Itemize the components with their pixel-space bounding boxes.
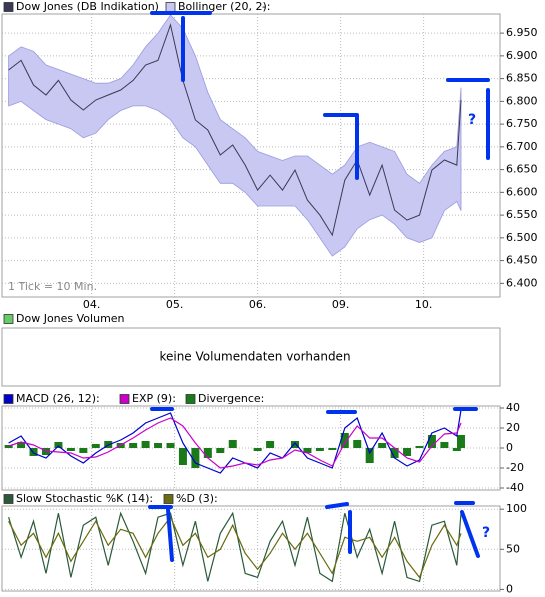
- legend-label: Dow Jones Volumen: [16, 312, 125, 325]
- y-tick-label: 0: [506, 441, 513, 454]
- question-mark: ?: [482, 525, 490, 541]
- y-tick-label: 6.750: [506, 117, 538, 130]
- divergence-bar: [4, 445, 13, 448]
- y-tick-label: 50: [506, 542, 520, 555]
- divergence-bar: [365, 448, 374, 463]
- plot-frame: [1, 505, 501, 592]
- indicator-line: [8, 409, 462, 474]
- y-tick-label: 0: [506, 582, 513, 595]
- y-tick-label: 40: [506, 401, 520, 414]
- indicator-line: [8, 417, 462, 469]
- legend-swatch: [185, 394, 196, 404]
- divergence-bar: [79, 448, 88, 453]
- divergence-bar: [178, 448, 187, 465]
- legend-swatch: [3, 494, 14, 504]
- legend-value: -: [262, 0, 266, 13]
- indicator-line: [8, 516, 462, 579]
- divergence-bar: [290, 441, 299, 448]
- divergence-bar: [29, 448, 38, 456]
- legend-label: %D (3):: [176, 492, 218, 505]
- message: keine Volumendaten vorhanden: [159, 350, 350, 364]
- divergence-bar: [390, 448, 399, 458]
- tick-note: 1 Tick = 10 Min.: [8, 280, 97, 293]
- divergence-bar: [303, 448, 312, 453]
- divergence-bar: [403, 448, 412, 456]
- divergence-bar: [266, 441, 275, 448]
- divergence-bar: [456, 435, 465, 448]
- divergence-bar: [54, 442, 63, 448]
- y-tick-label: 6.650: [506, 163, 538, 176]
- legend-swatch: [3, 314, 14, 324]
- legend-swatch: [163, 494, 174, 504]
- divergence-bar: [378, 443, 387, 448]
- legend-swatch: [3, 2, 14, 12]
- y-tick-label: 6.950: [506, 26, 538, 39]
- divergence-bar: [228, 440, 237, 448]
- y-tick-label: 6.550: [506, 208, 538, 221]
- y-tick-label: 6.600: [506, 185, 538, 198]
- hand-drawn-mark: [150, 407, 478, 414]
- y-tick-label: 100: [506, 502, 527, 515]
- divergence-bar: [66, 448, 75, 451]
- legend-swatch: [119, 394, 130, 404]
- legend-label: Bollinger (20, 2):: [178, 0, 270, 13]
- y-tick-label: 6.800: [506, 94, 538, 107]
- annotation-strokes: [148, 11, 490, 562]
- divergence-bar: [191, 448, 200, 468]
- y-tick-label: 20: [506, 421, 520, 434]
- divergence-bar: [216, 448, 225, 453]
- y-tick-label: 6.500: [506, 231, 538, 244]
- divergence-bar: [203, 448, 212, 458]
- indicator-line: [8, 511, 462, 583]
- divergence-bar: [427, 435, 436, 448]
- divergence-bar: [154, 443, 163, 448]
- legend-label: Slow Stochastic %K (14):: [16, 492, 153, 505]
- bollinger-band: [8, 14, 462, 257]
- y-tick-label: 6.850: [506, 72, 538, 85]
- y-tick-label: -40: [506, 481, 524, 494]
- divergence-bar: [440, 442, 449, 448]
- divergence-bar: [452, 448, 461, 451]
- hand-drawn-mark: [150, 11, 490, 180]
- question-mark: ?: [468, 112, 476, 128]
- plot-frame: [1, 327, 501, 387]
- divergence-bar: [141, 441, 150, 448]
- x-tick-label: 04.: [83, 298, 101, 311]
- divergence-bar: [315, 448, 324, 451]
- x-tick-label: 09.: [332, 298, 350, 311]
- divergence-bar: [415, 446, 424, 448]
- x-tick-label: 06.: [249, 298, 267, 311]
- divergence-bar: [17, 442, 26, 448]
- legend-label: Dow Jones (DB Indikation): [16, 0, 159, 13]
- hand-drawn-mark: [148, 501, 480, 562]
- divergence-bar: [253, 448, 262, 451]
- divergence-bar: [91, 444, 100, 448]
- y-tick-label: 6.450: [506, 254, 538, 267]
- legend-label: MACD (26, 12):: [16, 392, 100, 405]
- divergence-bar: [166, 443, 175, 448]
- y-tick-label: 6.400: [506, 276, 538, 289]
- y-tick-label: 6.700: [506, 140, 538, 153]
- divergence-bar: [340, 433, 349, 448]
- legend-swatch: [3, 394, 14, 404]
- legend-label: EXP (9):: [132, 392, 176, 405]
- legend-swatch: [165, 2, 176, 12]
- divergence-bar: [129, 443, 138, 448]
- y-tick-label: 6.900: [506, 49, 538, 62]
- y-tick-label: -20: [506, 461, 524, 474]
- x-tick-label: 05.: [166, 298, 184, 311]
- legend-label: Divergence:: [198, 392, 264, 405]
- divergence-bar: [353, 440, 362, 448]
- price-line: [8, 23, 462, 237]
- divergence-bar: [328, 448, 337, 450]
- x-tick-label: 10.: [415, 298, 433, 311]
